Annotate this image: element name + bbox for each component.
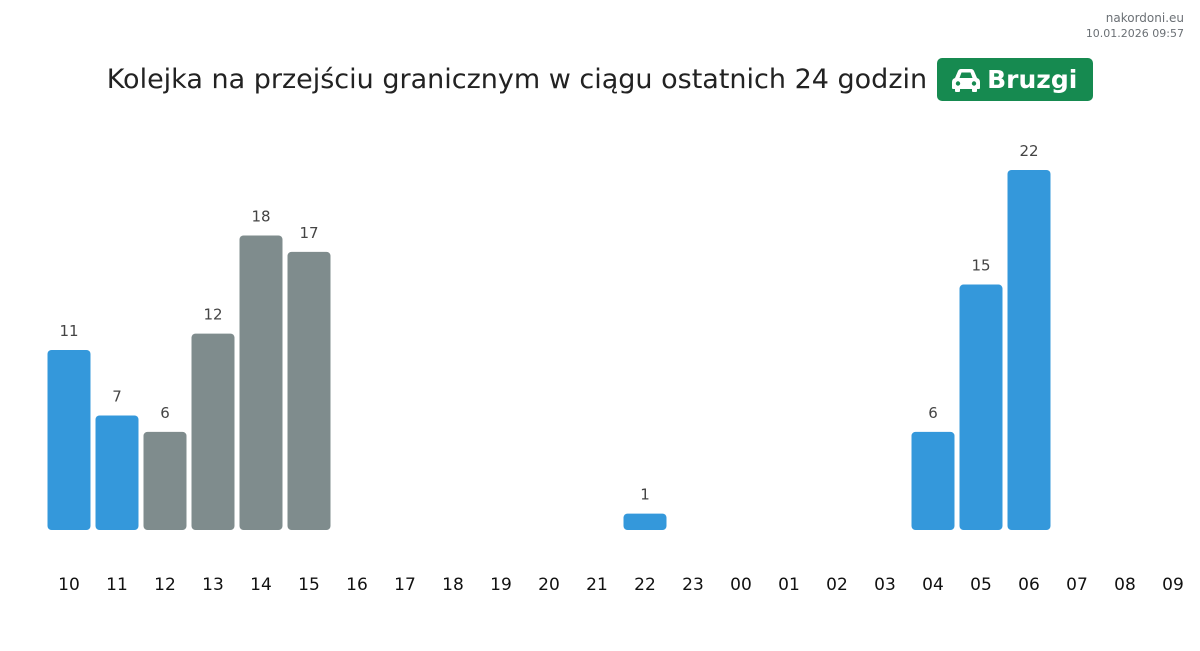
- x-tick-01: 01: [778, 575, 800, 595]
- x-tick-13: 13: [202, 575, 224, 595]
- bar-10: [47, 350, 91, 530]
- x-tick-10: 10: [58, 575, 80, 595]
- bar-05: [959, 284, 1003, 530]
- x-tick-08: 08: [1114, 575, 1136, 595]
- x-tick-06: 06: [1018, 575, 1040, 595]
- x-tick-09: 09: [1162, 575, 1184, 595]
- x-tick-12: 12: [154, 575, 176, 595]
- x-tick-22: 22: [634, 575, 656, 595]
- data-label-10: 11: [59, 322, 78, 340]
- x-tick-21: 21: [586, 575, 608, 595]
- bar-12: [143, 431, 187, 530]
- x-tick-23: 23: [682, 575, 704, 595]
- checkpoint-name: Bruzgi: [987, 65, 1078, 94]
- bar-06: [1007, 170, 1051, 530]
- bar-11: [95, 415, 139, 530]
- data-label-11: 7: [112, 387, 122, 405]
- x-tick-15: 15: [298, 575, 320, 595]
- x-tick-00: 00: [730, 575, 752, 595]
- x-tick-19: 19: [490, 575, 512, 595]
- bar-15: [287, 251, 331, 530]
- x-tick-07: 07: [1066, 575, 1088, 595]
- x-tick-18: 18: [442, 575, 464, 595]
- watermark-timestamp: 10.01.2026 09:57: [1085, 27, 1184, 40]
- x-tick-02: 02: [826, 575, 848, 595]
- bar-13: [191, 333, 235, 530]
- data-label-12: 6: [160, 404, 170, 422]
- x-tick-14: 14: [250, 575, 272, 595]
- data-label-04: 6: [928, 404, 938, 422]
- checkpoint-badge: Bruzgi: [937, 58, 1094, 101]
- watermark: nakordoni.eu 10.01.2026 09:57: [1086, 10, 1184, 42]
- chart-header: Kolejka na przejściu granicznym w ciągu …: [0, 58, 1200, 101]
- x-tick-16: 16: [346, 575, 368, 595]
- chart-title: Kolejka na przejściu granicznym w ciągu …: [106, 64, 928, 95]
- bar-04: [911, 431, 955, 530]
- data-label-22: 1: [640, 486, 650, 504]
- x-tick-17: 17: [394, 575, 416, 595]
- x-tick-20: 20: [538, 575, 560, 595]
- data-label-15: 17: [299, 224, 318, 242]
- x-tick-05: 05: [970, 575, 992, 595]
- x-tick-11: 11: [106, 575, 128, 595]
- bar-22: [623, 513, 667, 530]
- data-label-14: 18: [251, 207, 270, 225]
- data-label-05: 15: [971, 257, 990, 275]
- x-tick-04: 04: [922, 575, 944, 595]
- data-label-06: 22: [1019, 142, 1038, 160]
- car-icon: [952, 68, 981, 92]
- data-label-13: 12: [203, 306, 222, 324]
- x-tick-03: 03: [874, 575, 896, 595]
- watermark-site: nakordoni.eu: [1105, 11, 1184, 25]
- bar-14: [239, 235, 283, 531]
